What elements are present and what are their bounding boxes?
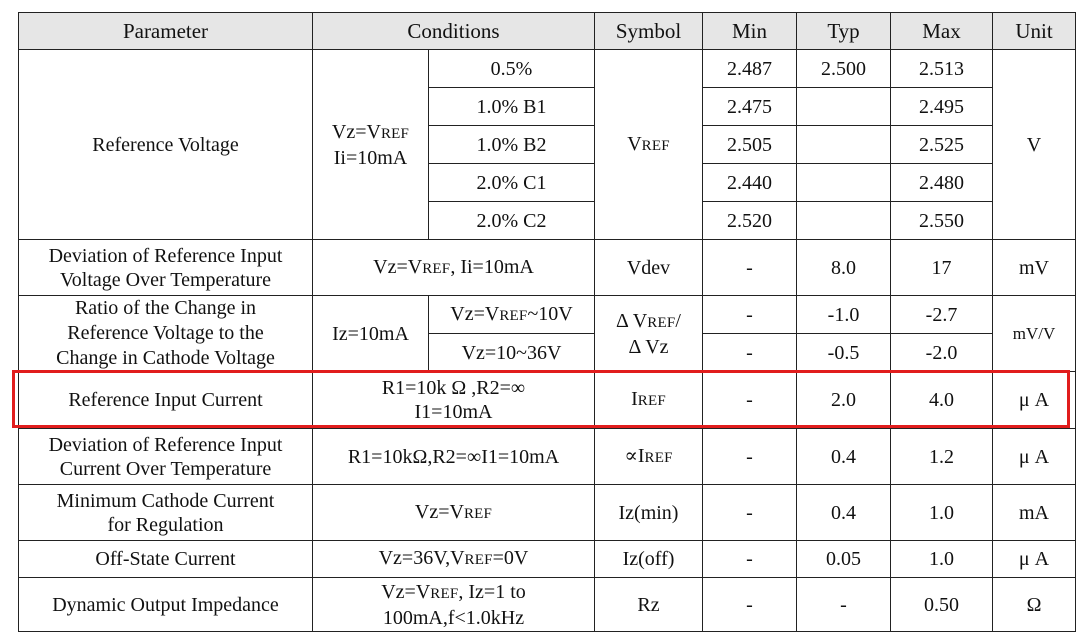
param-ratio: Ratio of the Change in Reference Voltage… <box>18 295 313 372</box>
min-cell: 2.475 <box>702 87 797 126</box>
typ-cell <box>796 163 891 202</box>
typ-cell <box>796 201 891 240</box>
table-row: 1.0% B1 2.475 2.495 <box>19 87 1076 126</box>
table-row: Deviation of Reference Input Current Ove… <box>18 428 1076 485</box>
header-max: Max <box>890 12 993 50</box>
typ-cell: - <box>796 577 891 632</box>
min-cell: 2.440 <box>702 163 797 202</box>
table-row: Off-State Current Vz=36V,VREF=0V Iz(off)… <box>18 540 1076 578</box>
unit-cell: μ A <box>992 428 1076 485</box>
cond-min-cathode: Vz=VREF <box>312 484 595 541</box>
typ-cell <box>796 125 891 164</box>
typ-cell: 0.4 <box>796 428 891 485</box>
grade-cell: 1.0% B2 <box>428 125 595 164</box>
min-cell: - <box>702 484 797 541</box>
max-cell: -2.7 <box>890 295 993 334</box>
grade-cell: 2.0% C2 <box>428 201 595 240</box>
symbol-rz: Rz <box>594 577 703 632</box>
max-cell: 1.0 <box>890 540 993 578</box>
table-row-highlighted: Reference Input Current R1=10k Ω ,R2=∞ I… <box>18 371 1076 429</box>
param-min-cathode: Minimum Cathode Current for Regulation <box>18 484 313 541</box>
symbol-izmin: Iz(min) <box>594 484 703 541</box>
header-min: Min <box>702 12 797 50</box>
typ-cell: 0.4 <box>796 484 891 541</box>
table-row: Reference Voltage Vz=VREF Ii=10mA 0.5% V… <box>18 49 1076 240</box>
max-cell: 2.513 <box>890 49 993 88</box>
header-row: Parameter Conditions Symbol Min Typ Max … <box>18 12 1076 50</box>
min-cell: - <box>702 428 797 485</box>
min-cell: - <box>702 577 797 632</box>
grade-cell: 0.5% <box>428 49 595 88</box>
table-row: Vz=10~36V - -0.5 -2.0 <box>19 333 1076 372</box>
header-symbol: Symbol <box>594 12 703 50</box>
cond-deviation-current: R1=10kΩ,R2=∞I1=10mA <box>312 428 595 485</box>
min-cell: - <box>702 371 797 429</box>
typ-cell: 0.05 <box>796 540 891 578</box>
param-reference-voltage: Reference Voltage <box>18 49 313 240</box>
unit-cell: V <box>992 49 1076 240</box>
min-cell: 2.520 <box>702 201 797 240</box>
symbol-iref: IREF <box>594 371 703 429</box>
max-cell: 2.480 <box>890 163 993 202</box>
cond-reference-current: R1=10k Ω ,R2=∞ I1=10mA <box>312 371 595 429</box>
min-cell: - <box>702 239 797 296</box>
typ-cell: -1.0 <box>796 295 891 334</box>
param-dynamic-impedance: Dynamic Output Impedance <box>18 577 313 632</box>
header-typ: Typ <box>796 12 891 50</box>
header-parameter: Parameter <box>18 12 313 50</box>
cond-ratio-vz: Vz=VREF~10V <box>428 295 595 334</box>
symbol-delta-iref: ∝IREF <box>594 428 703 485</box>
typ-cell: 8.0 <box>796 239 891 296</box>
max-cell: 4.0 <box>890 371 993 429</box>
table-row: Deviation of Reference Input Voltage Ove… <box>18 239 1076 296</box>
cond-off-state: Vz=36V,VREF=0V <box>312 540 595 578</box>
symbol-vdev: Vdev <box>594 239 703 296</box>
max-cell: 0.50 <box>890 577 993 632</box>
max-cell: -2.0 <box>890 333 993 372</box>
param-reference-current: Reference Input Current <box>18 371 313 429</box>
min-cell: - <box>702 295 797 334</box>
typ-cell: 2.0 <box>796 371 891 429</box>
header-conditions: Conditions <box>312 12 595 50</box>
param-deviation-voltage: Deviation of Reference Input Voltage Ove… <box>18 239 313 296</box>
min-cell: 2.505 <box>702 125 797 164</box>
param-deviation-current: Deviation of Reference Input Current Ove… <box>18 428 313 485</box>
unit-cell: Ω <box>992 577 1076 632</box>
max-cell: 2.525 <box>890 125 993 164</box>
min-cell: - <box>702 333 797 372</box>
symbol-izoff: Iz(off) <box>594 540 703 578</box>
max-cell: 17 <box>890 239 993 296</box>
max-cell: 2.495 <box>890 87 993 126</box>
header-unit: Unit <box>992 12 1076 50</box>
typ-cell: 2.500 <box>796 49 891 88</box>
table-row: Dynamic Output Impedance Vz=VREF, Iz=1 t… <box>18 577 1076 632</box>
max-cell: 2.550 <box>890 201 993 240</box>
cond-reference-voltage: Vz=VREF Ii=10mA <box>312 49 429 240</box>
unit-cell: mV/V <box>992 295 1076 372</box>
cond-deviation-voltage: Vz=VREF, Ii=10mA <box>312 239 595 296</box>
unit-cell: μ A <box>992 540 1076 578</box>
cond-dynamic-impedance: Vz=VREF, Iz=1 to 100mA,f<1.0kHz <box>312 577 595 632</box>
typ-cell <box>796 87 891 126</box>
max-cell: 1.0 <box>890 484 993 541</box>
table-row: 2.0% C1 2.440 2.480 <box>19 163 1076 202</box>
typ-cell: -0.5 <box>796 333 891 372</box>
grade-cell: 2.0% C1 <box>428 163 595 202</box>
min-cell: 2.487 <box>702 49 797 88</box>
cond-ratio-vz: Vz=10~36V <box>428 333 595 372</box>
table-row: Ratio of the Change in Reference Voltage… <box>18 295 1076 372</box>
min-cell: - <box>702 540 797 578</box>
grade-cell: 1.0% B1 <box>428 87 595 126</box>
unit-cell: mV <box>992 239 1076 296</box>
cond-ratio-iz: Iz=10mA <box>312 295 429 372</box>
symbol-vref: VREF <box>594 49 703 240</box>
table-row: Minimum Cathode Current for Regulation V… <box>18 484 1076 541</box>
param-off-state: Off-State Current <box>18 540 313 578</box>
symbol-ratio: Δ VREF/ Δ Vz <box>594 295 703 372</box>
unit-cell: mA <box>992 484 1076 541</box>
electrical-characteristics-table: Parameter Conditions Symbol Min Typ Max … <box>18 12 1076 632</box>
table-row: 1.0% B2 2.505 2.525 <box>19 125 1076 164</box>
max-cell: 1.2 <box>890 428 993 485</box>
unit-cell: μ A <box>992 371 1076 429</box>
